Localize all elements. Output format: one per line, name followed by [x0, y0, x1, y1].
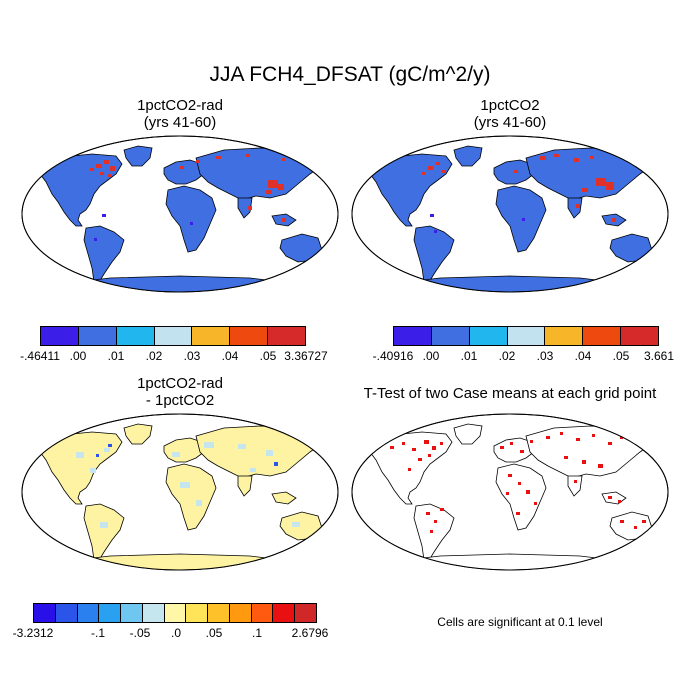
colorbar-b-tick: .01 [460, 349, 478, 363]
colorbar-a-swatch [268, 327, 306, 345]
colorbar-a-swatch [116, 327, 155, 345]
panel-a-map [21, 135, 339, 293]
colorbar-c-swatch [121, 604, 143, 622]
colorbar-c-swatch [295, 604, 316, 622]
colorbar-b-swatch [507, 327, 546, 345]
figure-title: JJA FCH4_DFSAT (gC/m^2/y) [209, 63, 491, 86]
panel-d-significant-cells [390, 432, 646, 533]
panel-d-title-line1: T-Test of two Case means at each grid po… [363, 385, 657, 402]
colorbar-a-tick: 3.36727 [284, 349, 328, 363]
colorbar-c-tick: 2.6796 [291, 626, 329, 640]
colorbar-c-tick: .05 [205, 626, 223, 640]
colorbar-c [33, 603, 317, 623]
colorbar-a-tick: .01 [107, 349, 125, 363]
colorbar-a-tick: .05 [259, 349, 277, 363]
panel-c-blue-cells [96, 444, 278, 466]
panel-b-map [351, 135, 669, 293]
colorbar-c-swatch [208, 604, 230, 622]
colorbar-c-tick: -.05 [129, 626, 151, 640]
panel-a-title: 1pctCO2-rad (yrs 41-60) [20, 97, 340, 131]
colorbar-a-swatch [192, 327, 231, 345]
colorbar-a-swatch [154, 327, 193, 345]
colorbar-c-swatch [99, 604, 122, 622]
colorbar-c-tick: .0 [170, 626, 182, 640]
colorbar-a-swatch [41, 327, 79, 345]
panel-b-title: 1pctCO2 (yrs 41-60) [350, 97, 670, 131]
colorbar-c-swatch [186, 604, 209, 622]
colorbar-a-tick: .02 [145, 349, 163, 363]
colorbar-b-swatch [431, 327, 470, 345]
panel-c-light-blue-cells [76, 442, 300, 528]
colorbar-b-swatch [469, 327, 508, 345]
colorbar-b-tick: .05 [612, 349, 630, 363]
colorbar-b-swatch [545, 327, 584, 345]
colorbar-b-tick: -.40916 [372, 349, 414, 363]
colorbar-c-tick: -3.2312 [12, 626, 54, 640]
panel-c-title-line1: 1pctCO2-rad [137, 375, 223, 392]
panel-c-map [21, 413, 339, 571]
colorbar-a-tick: .03 [183, 349, 201, 363]
colorbar-c-swatch [273, 604, 296, 622]
colorbar-c-tick: .1 [251, 626, 263, 640]
colorbar-a-tick: -.46411 [20, 349, 60, 363]
panel-c-title-line2: - 1pctCO2 [145, 392, 215, 409]
panel-c-title: 1pctCO2-rad - 1pctCO2 [20, 375, 340, 409]
panel-b-hotspots [422, 154, 616, 222]
colorbar-c-swatch [229, 604, 252, 622]
panel-a-title-line1: 1pctCO2-rad [137, 97, 223, 114]
colorbar-b-tick: .03 [536, 349, 554, 363]
colorbar-c-tick: -.1 [90, 626, 106, 640]
colorbar-a-swatch [230, 327, 269, 345]
colorbar-b-swatch [621, 327, 659, 345]
panel-b-cool-spots [430, 214, 525, 233]
panel-a-title-line2: (yrs 41-60) [143, 114, 217, 131]
colorbar-b-tick: 3.661 [643, 349, 675, 363]
colorbar-a [40, 326, 306, 346]
colorbar-b-tick: .04 [574, 349, 592, 363]
colorbar-a-tick: .04 [221, 349, 239, 363]
panel-d-map [351, 413, 669, 571]
colorbar-b [393, 326, 659, 346]
colorbar-c-swatch [77, 604, 100, 622]
colorbar-b-swatch [583, 327, 622, 345]
colorbar-a-tick: .00 [69, 349, 87, 363]
colorbar-b-tick: .02 [498, 349, 516, 363]
colorbar-b-swatch [394, 327, 432, 345]
colorbar-c-swatch [142, 604, 165, 622]
panel-a-cool-spots [94, 214, 193, 241]
panel-b-title-line1: 1pctCO2 [480, 97, 540, 114]
colorbar-c-swatch [164, 604, 187, 622]
colorbar-c-swatch [34, 604, 56, 622]
colorbar-b-tick: .00 [422, 349, 440, 363]
panel-b-title-line2: (yrs 41-60) [473, 114, 547, 131]
panel-d-title: T-Test of two Case means at each grid po… [350, 385, 670, 402]
significance-note: Cells are significant at 0.1 level [437, 615, 603, 629]
colorbar-a-swatch [78, 327, 117, 345]
colorbar-c-swatch [55, 604, 78, 622]
colorbar-c-swatch [251, 604, 274, 622]
panel-a-hotspots [90, 154, 286, 222]
